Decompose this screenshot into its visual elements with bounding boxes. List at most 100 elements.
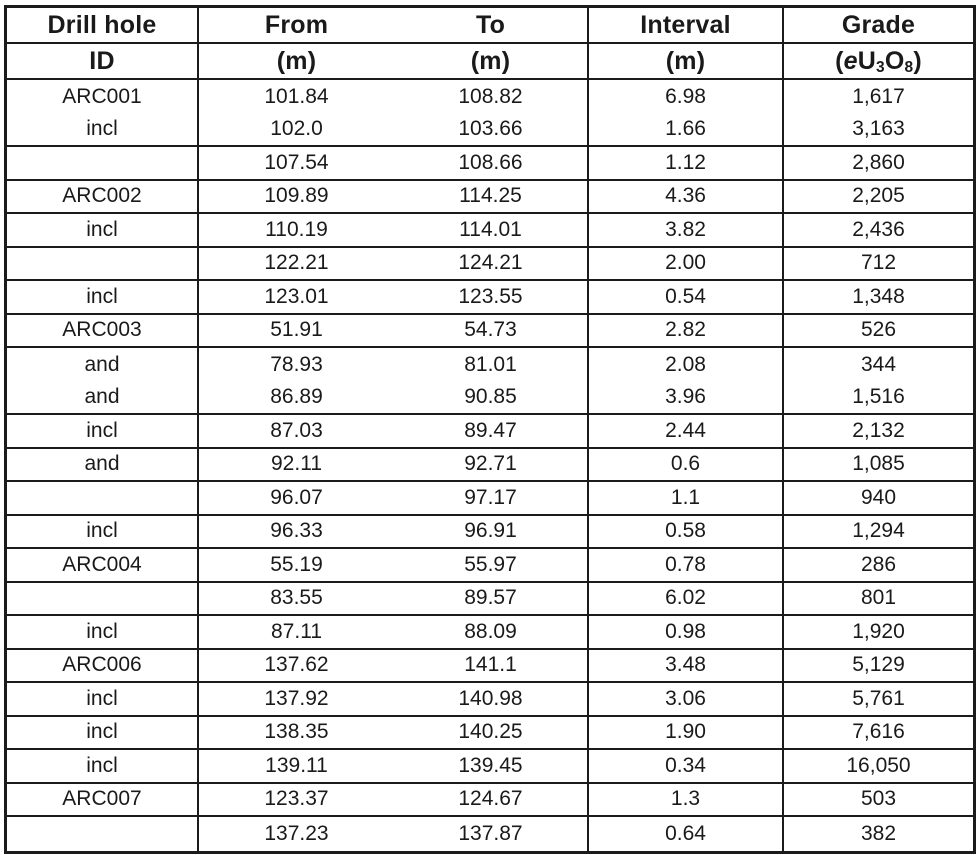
cell-drill-hole-id: [7, 247, 199, 281]
cell-interval: 0.78: [589, 549, 784, 583]
cell-to: 108.66: [394, 147, 589, 181]
table-row: ARC006 137.62 141.1 3.48 5,129: [7, 649, 973, 683]
table-body: ARC001 101.84 108.82 6.98 1,617 incl 102…: [7, 80, 973, 851]
cell-interval: 3.48: [589, 649, 784, 683]
cell-to: 137.87: [394, 817, 589, 851]
cell-grade: 1,516: [784, 382, 973, 415]
cell-grade: 801: [784, 583, 973, 616]
table-row: incl 87.03 89.47 2.44 2,132: [7, 415, 973, 449]
cell-interval: 0.6: [589, 448, 784, 482]
cell-interval: 2.08: [589, 348, 784, 382]
cell-to: 89.47: [394, 415, 589, 449]
cell-interval: 3.06: [589, 683, 784, 717]
cell-interval: 0.54: [589, 281, 784, 315]
cell-from: 87.11: [199, 616, 394, 650]
grade-unit-open-paren: (: [835, 46, 844, 75]
cell-drill-hole-id: and: [7, 381, 199, 415]
cell-interval: 0.34: [589, 750, 784, 784]
cell-to: 124.21: [394, 247, 589, 281]
cell-interval: 1.66: [589, 113, 784, 147]
cell-grade: 1,294: [784, 516, 973, 549]
cell-interval: 0.58: [589, 515, 784, 549]
header-from: From: [199, 8, 394, 44]
cell-to: 92.71: [394, 448, 589, 482]
cell-drill-hole-id: incl: [7, 214, 199, 248]
table-row: 122.21 124.21 2.00 712: [7, 247, 973, 281]
table-row: ARC007 123.37 124.67 1.3 503: [7, 783, 973, 817]
cell-drill-hole-id: incl: [7, 750, 199, 784]
header-interval: Interval: [589, 8, 784, 44]
cell-grade: 712: [784, 248, 973, 281]
table-row: incl 137.92 140.98 3.06 5,761: [7, 683, 973, 717]
cell-to: 88.09: [394, 616, 589, 650]
header-to-unit: (m): [394, 44, 589, 80]
cell-grade: 526: [784, 315, 973, 348]
cell-to: 108.82: [394, 80, 589, 114]
cell-drill-hole-id: ARC004: [7, 549, 199, 583]
cell-grade: 1,920: [784, 616, 973, 650]
cell-interval: 2.44: [589, 415, 784, 449]
cell-interval: 3.96: [589, 381, 784, 415]
cell-grade: 5,129: [784, 650, 973, 683]
table-row: incl 110.19 114.01 3.82 2,436: [7, 214, 973, 248]
cell-drill-hole-id: ARC007: [7, 783, 199, 817]
table-row: incl 102.0 103.66 1.66 3,163: [7, 113, 973, 147]
cell-to: 139.45: [394, 750, 589, 784]
cell-from: 123.37: [199, 784, 394, 817]
cell-interval: 4.36: [589, 180, 784, 214]
cell-from: 87.03: [199, 415, 394, 449]
cell-grade: 2,205: [784, 181, 973, 214]
cell-from: 102.0: [199, 114, 394, 147]
cell-grade: 286: [784, 549, 973, 583]
grade-unit-close-paren: ): [913, 46, 922, 75]
table-row: and 86.89 90.85 3.96 1,516: [7, 381, 973, 415]
cell-interval: 3.82: [589, 214, 784, 248]
cell-interval: 1.90: [589, 716, 784, 750]
cell-from: 137.92: [199, 683, 394, 717]
table-row: ARC001 101.84 108.82 6.98 1,617: [7, 80, 973, 114]
cell-from: 137.23: [264, 821, 329, 845]
grade-unit-o: O: [884, 46, 905, 75]
cell-interval: 6.98: [589, 80, 784, 114]
table-row: incl 87.11 88.09 0.98 1,920: [7, 616, 973, 650]
cell-grade: 2,860: [784, 147, 973, 181]
header-grade: Grade: [784, 8, 973, 44]
cell-to: 103.66: [394, 113, 589, 147]
cell-grade: 503: [784, 784, 973, 817]
cell-drill-hole-id: and: [7, 348, 199, 382]
cell-drill-hole-id: [7, 817, 199, 851]
header-id: ID: [7, 44, 199, 80]
cell-interval: 1.3: [589, 783, 784, 817]
cell-drill-hole-id: incl: [7, 113, 199, 147]
cell-drill-hole-id: incl: [7, 683, 199, 717]
table-row: 137.23 137.87 0.64 382: [7, 817, 973, 851]
table-row: ARC003 51.91 54.73 2.82 526: [7, 314, 973, 348]
header-row-1: Drill hole From To Interval Grade: [7, 8, 973, 44]
cell-interval: 1.12: [589, 147, 784, 181]
table-header: Drill hole From To Interval Grade ID (m)…: [7, 8, 973, 80]
grade-unit-u-subscript: 3: [876, 59, 885, 77]
table-row: 83.55 89.57 6.02 801: [7, 582, 973, 616]
header-to: To: [394, 8, 589, 44]
cell-to: 90.85: [394, 381, 589, 415]
cell-from: 123.01: [199, 281, 394, 315]
cell-to: 140.98: [394, 683, 589, 717]
cell-from: 86.89: [199, 382, 394, 415]
cell-grade: 5,761: [784, 683, 973, 717]
cell-interval: 2.00: [589, 247, 784, 281]
cell-to: 97.17: [394, 482, 589, 516]
table-row: 96.07 97.17 1.1 940: [7, 482, 973, 516]
cell-to: 140.25: [394, 716, 589, 750]
header-grade-unit: (eU3O8): [784, 44, 973, 80]
cell-drill-hole-id: incl: [7, 616, 199, 650]
cell-grade: 2,436: [784, 214, 973, 248]
cell-grade: 940: [784, 482, 973, 516]
cell-from: 96.07: [199, 482, 394, 516]
cell-to: 89.57: [394, 582, 589, 616]
cell-to: 123.55: [394, 281, 589, 315]
cell-drill-hole-id: incl: [7, 716, 199, 750]
table-row: incl 123.01 123.55 0.54 1,348: [7, 281, 973, 315]
cell-from: 107.54: [199, 147, 394, 181]
cell-interval: 2.82: [589, 314, 784, 348]
